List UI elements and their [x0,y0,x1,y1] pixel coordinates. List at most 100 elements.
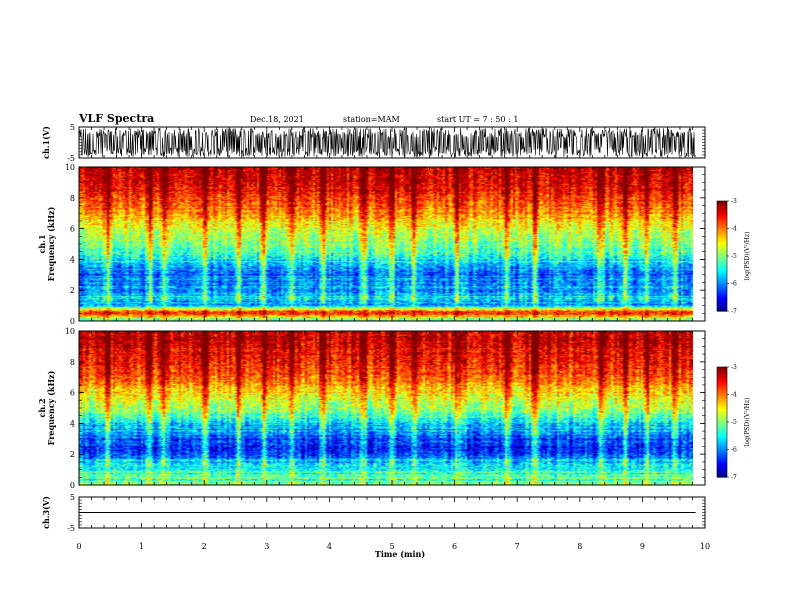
y-tick-label: 5 [70,493,75,502]
colorbar-tick-label: -7 [731,308,737,315]
ch1-spectrogram-image [79,167,693,321]
ch1-colorbar: -3 -4 -5 -6 -7 log(PSD)(V²/Hz) [716,198,751,315]
y-tick-label: 4 [70,419,75,428]
colorbar-swatch [717,283,727,286]
colorbar-swatch [717,465,727,468]
colorbar-swatch [717,475,727,478]
colorbar-swatch [717,417,727,420]
x-axis-title: Time (min) [375,549,425,559]
x-tick-label: 0 [76,542,81,551]
y-tick-label: 8 [70,358,75,367]
colorbar-swatch [717,399,727,402]
colorbar-swatch [717,299,727,302]
colorbar-swatch [717,431,727,434]
colorbar-swatch [717,273,727,276]
colorbar-swatch [717,277,727,280]
colorbar-swatch [717,367,727,370]
axis-ticks [78,126,706,529]
colorbar-swatch [717,305,727,308]
colorbar-label: log(PSD)(V²/Hz) [744,398,751,447]
colorbar-tick-label: -5 [731,253,737,260]
colorbar-swatch [717,371,727,374]
x-tick-label: 6 [452,542,457,551]
colorbar-swatch [717,247,727,250]
figure-title: VLF Spectra [78,112,154,125]
start-time-label: start UT = 7 : 50 : 1 [437,115,518,124]
colorbar-swatch [717,249,727,252]
colorbar-swatch [717,291,727,294]
colorbar-swatch [717,223,727,226]
colorbar-swatch [717,439,727,442]
x-tick-label: 5 [389,542,394,551]
colorbar-swatch [717,269,727,272]
colorbar-swatch [717,425,727,428]
colorbar-swatch [717,395,727,398]
colorbar-swatch [717,289,727,292]
colorbar-swatch [717,257,727,260]
colorbar-swatch [717,469,727,472]
colorbar-swatch [717,415,727,418]
colorbar-swatch [717,471,727,474]
colorbar-swatch [717,437,727,440]
x-tick-label: 2 [202,542,207,551]
colorbar-swatch [717,253,727,256]
colorbar-swatch [717,451,727,454]
colorbar-swatch [717,231,727,234]
colorbar-swatch [717,443,727,446]
y-tick-label: 6 [70,225,75,234]
colorbar-swatch [717,241,727,244]
colorbar-swatch [717,405,727,408]
colorbar-swatch [717,255,727,258]
colorbar-swatch [717,379,727,382]
colorbar-swatch [717,295,727,298]
colorbar-swatch [717,423,727,426]
colorbar-swatch [717,307,727,310]
y-tick-label: 0 [70,317,75,326]
y-tick-label: 0 [70,481,75,490]
y-tick-label: -5 [67,154,75,163]
colorbar-label: log(PSD)(V²/Hz) [744,232,751,281]
colorbar-swatch [717,421,727,424]
colorbar-swatch [717,239,727,242]
colorbar-swatch [717,369,727,372]
x-tick-label: 7 [515,542,520,551]
colorbar-swatch [717,219,727,222]
colorbar-tick-label: -4 [731,226,737,233]
colorbar-swatch [717,215,727,218]
colorbar-swatch [717,463,727,466]
colorbar-swatch [717,275,727,278]
y-tick-label: -5 [67,524,75,533]
colorbar-swatch [717,267,727,270]
colorbar-swatch [717,449,727,452]
colorbar-swatch [717,403,727,406]
y-axis-label: ch.2 [37,398,47,417]
y-axis-label: ch.1(V) [41,126,51,159]
x-tick-label: 10 [700,542,710,551]
y-tick-label: 4 [70,255,75,264]
y-tick-label: 8 [70,194,75,203]
colorbar-swatch [717,265,727,268]
colorbar-swatch [717,243,727,246]
colorbar-swatch [717,393,727,396]
colorbar-tick-label: -4 [731,392,737,399]
colorbar-swatch [717,413,727,416]
colorbar-tick-label: -3 [731,198,737,205]
y-axis-label: ch.1 [37,234,47,253]
colorbar-swatch [717,459,727,462]
y-axis-label: Frequency (kHz) [46,206,56,281]
colorbar-swatch [717,445,727,448]
colorbar-swatch [717,377,727,380]
colorbar-tick-label: -6 [731,447,737,454]
colorbar-swatch [717,473,727,476]
colorbar-swatch [717,457,727,460]
date-label: Dec.18, 2021 [250,115,304,124]
colorbar-swatch [717,233,727,236]
colorbar-swatch [717,227,727,230]
colorbar-swatch [717,381,727,384]
colorbar-swatch [717,303,727,306]
colorbar-tick-label: -6 [731,281,737,288]
y-tick-label: 2 [70,450,75,459]
colorbar-swatch [717,301,727,304]
